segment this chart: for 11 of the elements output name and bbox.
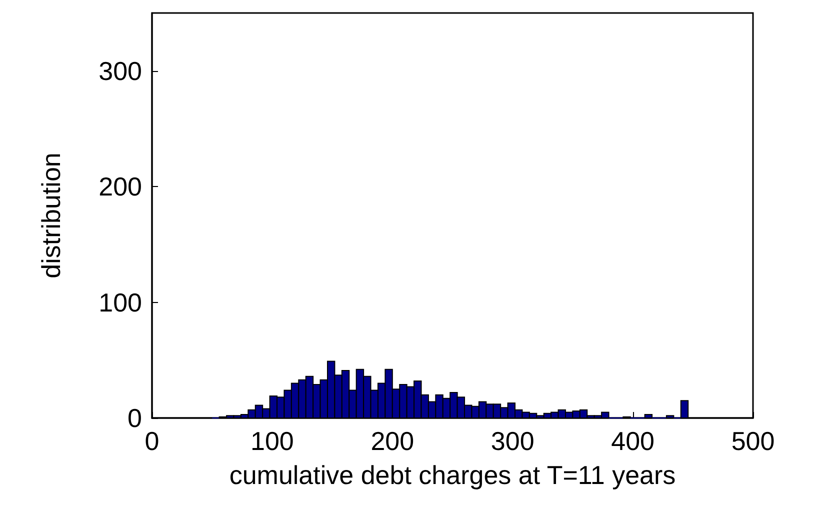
x-tick-label: 300 bbox=[490, 426, 534, 456]
y-axis-title: distribution bbox=[36, 152, 66, 278]
x-tick-label: 100 bbox=[250, 426, 294, 456]
y-tick-label: 100 bbox=[98, 287, 142, 318]
x-tick-label: 200 bbox=[370, 426, 414, 456]
y-tick-label: 200 bbox=[98, 172, 142, 202]
y-tick-label: 300 bbox=[98, 56, 142, 86]
y-tick-label: 0 bbox=[128, 403, 142, 433]
x-axis-title: cumulative debt charges at T=11 years bbox=[229, 460, 676, 490]
x-tick-label: 400 bbox=[611, 426, 654, 456]
x-tick-label: 500 bbox=[731, 426, 775, 456]
